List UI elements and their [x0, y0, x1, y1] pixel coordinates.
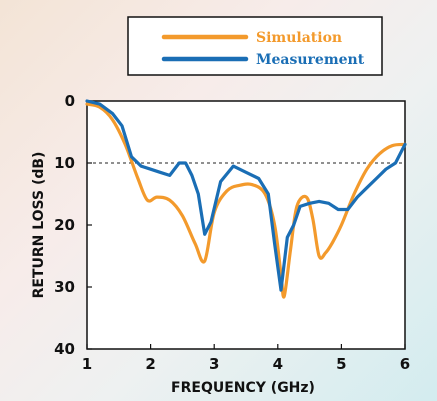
y-tick-label: 40 [54, 340, 75, 358]
legend-box [127, 16, 383, 76]
y-tick-label: 20 [54, 216, 75, 234]
x-tick-label: 3 [209, 355, 219, 373]
x-tick-label: 5 [336, 355, 346, 373]
x-tick-label: 1 [82, 355, 92, 373]
x-tick-label: 6 [400, 355, 410, 373]
series-line-measurement [85, 99, 407, 292]
x-tick-label: 4 [273, 355, 283, 373]
legend-label-simulation: Simulation [256, 30, 342, 46]
y-tick-label: 30 [54, 278, 75, 296]
x-axis-title: FREQUENCY (GHz) [171, 380, 315, 396]
legend-label-measurement: Measurement [256, 52, 365, 68]
y-axis-title: RETURN LOSS (dB) [31, 152, 47, 299]
plot-area [86, 100, 406, 350]
y-tick-label: 10 [54, 154, 75, 172]
y-tick-label: 0 [65, 92, 75, 110]
x-tick-label: 2 [145, 355, 155, 373]
